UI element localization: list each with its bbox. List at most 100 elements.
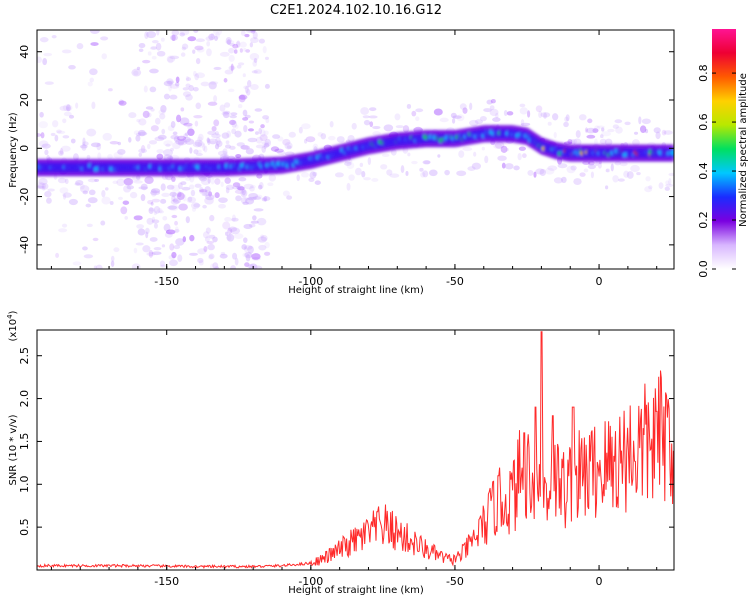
spectrogram-blob xyxy=(143,85,148,93)
spectrogram-blob xyxy=(41,143,51,149)
spectrogram-blob xyxy=(214,178,221,185)
spectrogram-blob xyxy=(156,149,164,154)
spectrogram-blob xyxy=(605,168,610,173)
spectrogram-blob xyxy=(148,207,156,212)
spectrogram-blob xyxy=(43,52,53,57)
spectrogram-blob xyxy=(189,174,195,183)
spectrogram-blob xyxy=(264,251,271,256)
spectrogram-blob xyxy=(150,190,161,196)
spectrogram-blob xyxy=(147,199,154,205)
spectrogram-blob xyxy=(196,47,205,53)
spectrogram-blob xyxy=(372,125,381,130)
spectrogram-blob xyxy=(247,30,257,33)
spectrogram-blob xyxy=(166,78,174,85)
spectrogram-blob xyxy=(479,116,487,122)
spectrogram-blob xyxy=(138,152,143,157)
spectrogram-blob xyxy=(610,163,614,172)
snr-multiplier-open: (x10 xyxy=(8,319,19,342)
spectrogram-blob xyxy=(262,46,267,54)
spectrogram-blob xyxy=(170,34,178,41)
spectrogram-blob xyxy=(208,191,213,197)
spectrogram-blob xyxy=(209,214,215,222)
spectrogram-blob xyxy=(140,145,146,153)
spectrogram-blob xyxy=(250,84,259,90)
spectrogram-blob xyxy=(564,116,569,122)
spectrogram-blob xyxy=(55,252,60,259)
spectrogram-blob xyxy=(484,155,489,164)
spectrogram-blob xyxy=(215,137,221,146)
spectrogram-blob xyxy=(565,114,570,122)
spectrogram-blob xyxy=(209,263,215,269)
spectrogram-blob xyxy=(38,121,48,129)
spectrogram-blob xyxy=(169,55,180,60)
spectrogram-blob xyxy=(177,191,182,198)
spectrogram-blob xyxy=(173,244,181,250)
spectrogram-blob xyxy=(157,134,167,140)
spectrogram-blob xyxy=(82,246,88,251)
spectrogram-blob xyxy=(171,184,181,192)
spectrogram-blob xyxy=(244,114,251,119)
spectrogram-xtick-label: -100 xyxy=(298,275,323,288)
spectrogram-blob xyxy=(599,138,607,145)
spectrogram-blob xyxy=(648,185,653,190)
spectrogram-blob xyxy=(601,131,611,137)
spectrogram-blob xyxy=(452,115,462,119)
spectrogram-blob xyxy=(249,52,260,61)
spectrogram-blob xyxy=(100,36,109,41)
spectrogram-blob xyxy=(68,64,76,70)
spectrogram-blob xyxy=(221,111,229,116)
spectrogram-blob xyxy=(194,45,204,51)
spectrogram-blob xyxy=(186,196,197,204)
spectrogram-blob xyxy=(128,112,137,119)
spectrogram-blob xyxy=(179,30,190,36)
spectrogram-blob xyxy=(70,138,76,144)
spectrogram-blob xyxy=(79,185,90,193)
snr-ytick-label: 1.0 xyxy=(18,476,31,494)
spectrogram-blob xyxy=(136,66,141,71)
spectrogram-blob xyxy=(242,109,248,117)
spectrogram-blob xyxy=(264,56,269,60)
spectrogram-blob xyxy=(151,55,157,60)
spectrogram-blob xyxy=(226,233,235,242)
spectrogram-blob xyxy=(156,153,164,160)
spectrogram-blob xyxy=(90,30,100,34)
spectrogram-blob xyxy=(240,189,248,198)
spectrogram-blob xyxy=(185,75,190,82)
spectrogram-blob xyxy=(317,132,323,137)
spectrogram-blob xyxy=(253,57,258,64)
spectrogram-blob xyxy=(222,148,228,155)
spectrogram-blob xyxy=(124,216,129,220)
snr-ytick-label: 0.5 xyxy=(18,518,31,536)
spectrogram-blob xyxy=(158,210,165,214)
spectrogram-blob xyxy=(153,206,161,214)
spectrogram-blob xyxy=(183,133,189,139)
spectrogram-blob xyxy=(244,196,249,201)
spectrogram-blob xyxy=(138,148,148,154)
spectrogram-blob xyxy=(75,102,79,109)
spectrogram-blob xyxy=(187,128,195,137)
spectrogram-blob xyxy=(227,88,235,93)
spectrogram-blob xyxy=(229,43,235,47)
spectrogram-blob xyxy=(533,171,537,178)
spectrogram-blob xyxy=(519,107,528,115)
spectrogram-blob xyxy=(244,247,249,253)
spectrogram-blob xyxy=(155,42,162,51)
spectrogram-blob xyxy=(234,189,245,194)
spectrogram-blob xyxy=(172,141,181,150)
spectrogram-blob xyxy=(38,177,48,186)
spectrogram-frame xyxy=(36,29,675,270)
spectrogram-xtick-label: -50 xyxy=(446,275,464,288)
spectrogram-blob xyxy=(462,107,468,114)
spectrogram-blob xyxy=(57,177,67,184)
spectrogram-blob xyxy=(231,217,239,222)
spectrogram-blob xyxy=(109,141,119,145)
spectrogram-blob xyxy=(228,226,238,232)
spectrogram-blob xyxy=(201,192,210,197)
spectrogram-blob xyxy=(211,126,217,132)
spectrogram-blob xyxy=(583,168,589,173)
spectrogram-blob xyxy=(87,178,98,183)
spectrogram-blob xyxy=(159,113,166,120)
spectrogram-blob xyxy=(176,192,185,201)
spectrogram-blob xyxy=(181,186,191,191)
spectrogram-blob xyxy=(79,183,85,190)
